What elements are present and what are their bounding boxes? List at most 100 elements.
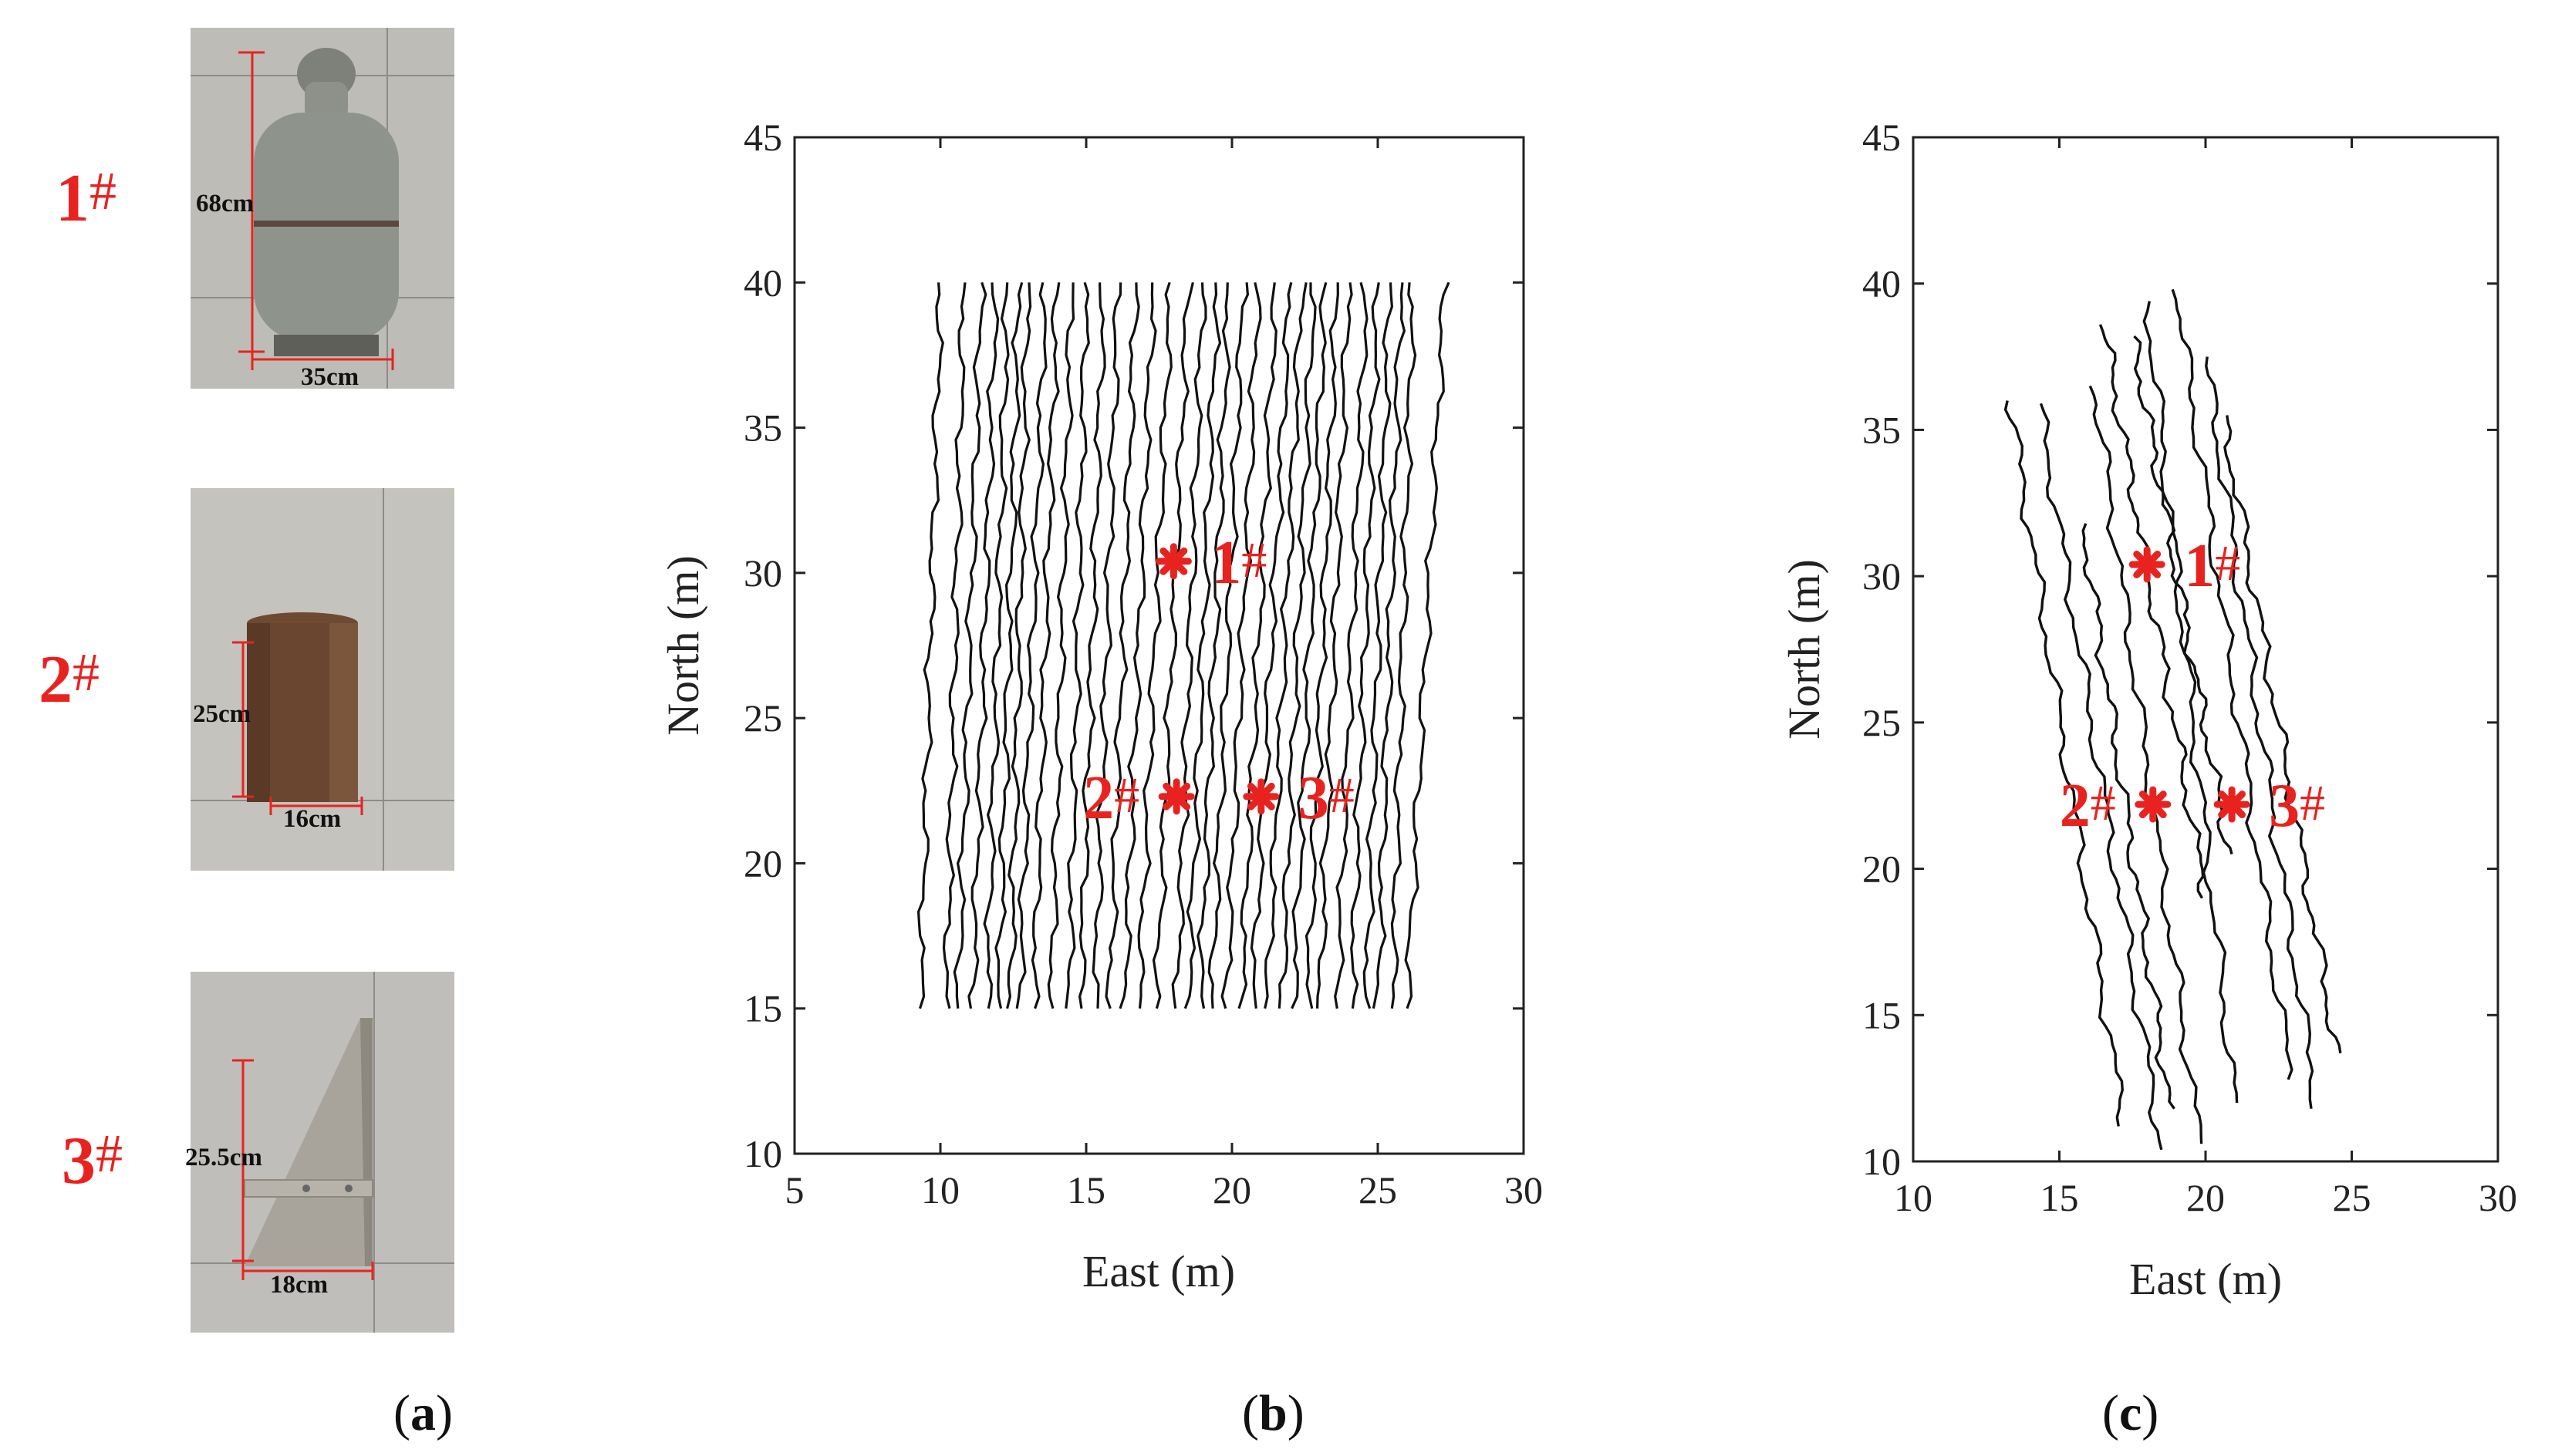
chart-c-annotations: 1# 2# 3# xyxy=(2060,532,2325,840)
chart-b-marker-label-3: 3# xyxy=(1298,764,1355,832)
chart-b-track-23 xyxy=(1250,281,1293,1009)
chart-b-marker-label-1: 1# xyxy=(1210,529,1267,597)
chart-c-xtick-label-3: 25 xyxy=(2333,1176,2371,1219)
chart-c-track-5 xyxy=(2133,335,2233,855)
object-3-height-label: 25.5cm xyxy=(185,1144,262,1171)
chart-b-track-25 xyxy=(1278,282,1317,1009)
chart-c-ytick-label-0: 10 xyxy=(1862,1140,1901,1183)
chart-b-track-5 xyxy=(994,281,1024,1009)
chart-c-marker-label-1: 1# xyxy=(2184,532,2240,600)
chart-b-track-12 xyxy=(1092,282,1122,1009)
object-2-label: 2# xyxy=(39,642,100,717)
chart-c-marker-1 xyxy=(2128,546,2165,583)
chart-c-marker-2 xyxy=(2135,786,2172,823)
chart-b-ytick-label-2: 20 xyxy=(744,841,782,885)
chart-b-ylabel: North (m) xyxy=(658,555,708,736)
chart-b-track-4 xyxy=(983,282,1010,1009)
photo-object-1 xyxy=(191,28,454,389)
chart-b-ytick-label-5: 35 xyxy=(744,406,782,450)
photo-object-3 xyxy=(191,972,454,1333)
chart-b-track-8 xyxy=(1031,282,1061,1009)
chart-c-marker-3 xyxy=(2213,786,2250,823)
chart-b-ytick-label-6: 40 xyxy=(744,261,782,304)
chart-c-ytick-label-7: 45 xyxy=(1862,116,1901,159)
chart-b-track-30 xyxy=(1350,282,1381,1009)
chart-b-xtick-label-5: 30 xyxy=(1504,1168,1543,1212)
chart-b-track-26 xyxy=(1291,281,1328,1009)
chart-b-track-21 xyxy=(1220,281,1262,1009)
chart-b-xtick-label-4: 25 xyxy=(1359,1168,1397,1212)
object-1-label: 1# xyxy=(56,161,116,236)
chart-c-ytick-label-1: 15 xyxy=(1862,993,1901,1036)
chart-b-track-6 xyxy=(1006,282,1032,1009)
chart-c-ytick-label-5: 35 xyxy=(1862,408,1901,451)
chart-b-xtick-label-3: 20 xyxy=(1213,1168,1251,1212)
panel-label-a: (a) xyxy=(393,1385,453,1441)
chart-b-track-13 xyxy=(1105,282,1140,1009)
chart-b-ytick-label-0: 10 xyxy=(744,1132,782,1175)
chart-b-track-14 xyxy=(1119,282,1157,1009)
chart-b-track-32 xyxy=(1372,282,1406,1009)
panel-label-b: (b) xyxy=(1242,1385,1305,1441)
chart-b-track-19 xyxy=(1196,282,1231,1009)
chart-b-annotations: 1# 2# 3# xyxy=(1083,529,1355,832)
chart-b-marker-2 xyxy=(1158,778,1195,815)
chart-c-track-2 xyxy=(2081,523,2175,1110)
object-2-height-label: 25cm xyxy=(193,700,251,728)
chart-b-track-28 xyxy=(1316,282,1353,1009)
chart-b-track-7 xyxy=(1015,281,1048,1009)
chart-b-xlabel: East (m) xyxy=(1082,1246,1235,1296)
chart-b-track-24 xyxy=(1264,282,1308,1009)
chart-b-track-16 xyxy=(1152,281,1194,1009)
chart-c-track-3 xyxy=(2088,385,2203,1144)
photo-object-2 xyxy=(191,488,454,871)
chart-b-track-29 xyxy=(1334,281,1369,1009)
chart-b-track-31 xyxy=(1362,282,1394,1009)
chart-c-xtick-label-4: 30 xyxy=(2479,1176,2517,1219)
chart-b-track-17 xyxy=(1171,282,1207,1009)
panel-label-c: (c) xyxy=(2102,1385,2159,1441)
chart-b-marker-1 xyxy=(1155,543,1192,580)
chart-b-track-11 xyxy=(1078,282,1106,1009)
chart-b-xtick-label-1: 10 xyxy=(921,1168,960,1212)
chart-c-xtick-label-1: 15 xyxy=(2040,1176,2079,1219)
chart-b-track-33 xyxy=(1390,282,1417,1009)
chart-c-ticks: 10 15 20 25 30 10 15 20 25 30 35 40 45 xyxy=(1862,116,2517,1219)
chart-c-track-6 xyxy=(2142,301,2239,1104)
object-1-height-label: 68cm xyxy=(196,190,255,217)
chart-b-marker-label-2: 2# xyxy=(1083,764,1139,832)
chart-c-ytick-label-6: 40 xyxy=(1862,262,1901,305)
chart-c-track-4 xyxy=(2098,324,2205,899)
chart-c-ylabel: North (m) xyxy=(1779,559,1829,740)
chart-b-track-0 xyxy=(916,282,944,1009)
chart-b-track-22 xyxy=(1237,282,1278,1009)
chart-b-track-9 xyxy=(1047,282,1075,1009)
chart-b-marker-3 xyxy=(1243,778,1280,815)
object-2-width-label: 16cm xyxy=(283,805,342,833)
chart-c-marker-label-3: 3# xyxy=(2269,772,2325,840)
chart-b-track-3 xyxy=(967,282,1000,1009)
chart-c-track-9 xyxy=(2223,415,2342,1053)
chart-c-track-7 xyxy=(2171,288,2293,1080)
chart-c-xtick-label-2: 20 xyxy=(2186,1176,2225,1219)
chart-b-ytick-label-4: 30 xyxy=(744,551,782,595)
chart-b-track-34 xyxy=(1404,281,1450,1009)
chart-b-track-10 xyxy=(1065,281,1090,1009)
object-1-width-label: 35cm xyxy=(301,363,359,391)
chart-c-xtick-label-0: 10 xyxy=(1894,1176,1932,1219)
chart-c-track-8 xyxy=(2205,356,2314,1109)
chart-b-track-27 xyxy=(1305,282,1339,1009)
chart-c-ytick-label-2: 20 xyxy=(1862,848,1901,891)
chart-b-tracks xyxy=(916,281,1450,1009)
object-3-width-label: 18cm xyxy=(270,1271,329,1299)
chart-c-tracks xyxy=(2003,288,2342,1151)
chart-b-xtick-label-2: 15 xyxy=(1067,1168,1105,1212)
chart-b-track-15 xyxy=(1137,281,1173,1009)
chart-c-marker-label-2: 2# xyxy=(2060,772,2116,840)
chart-b-frame xyxy=(793,136,1525,1155)
chart-c-frame xyxy=(1912,136,2499,1163)
chart-b-track-18 xyxy=(1183,282,1222,1009)
